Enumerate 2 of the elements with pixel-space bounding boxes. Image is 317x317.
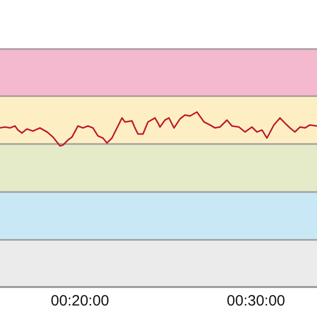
x-tick-label: 00:20:00 bbox=[50, 292, 110, 310]
x-tick-label: 00:30:00 bbox=[226, 292, 286, 310]
